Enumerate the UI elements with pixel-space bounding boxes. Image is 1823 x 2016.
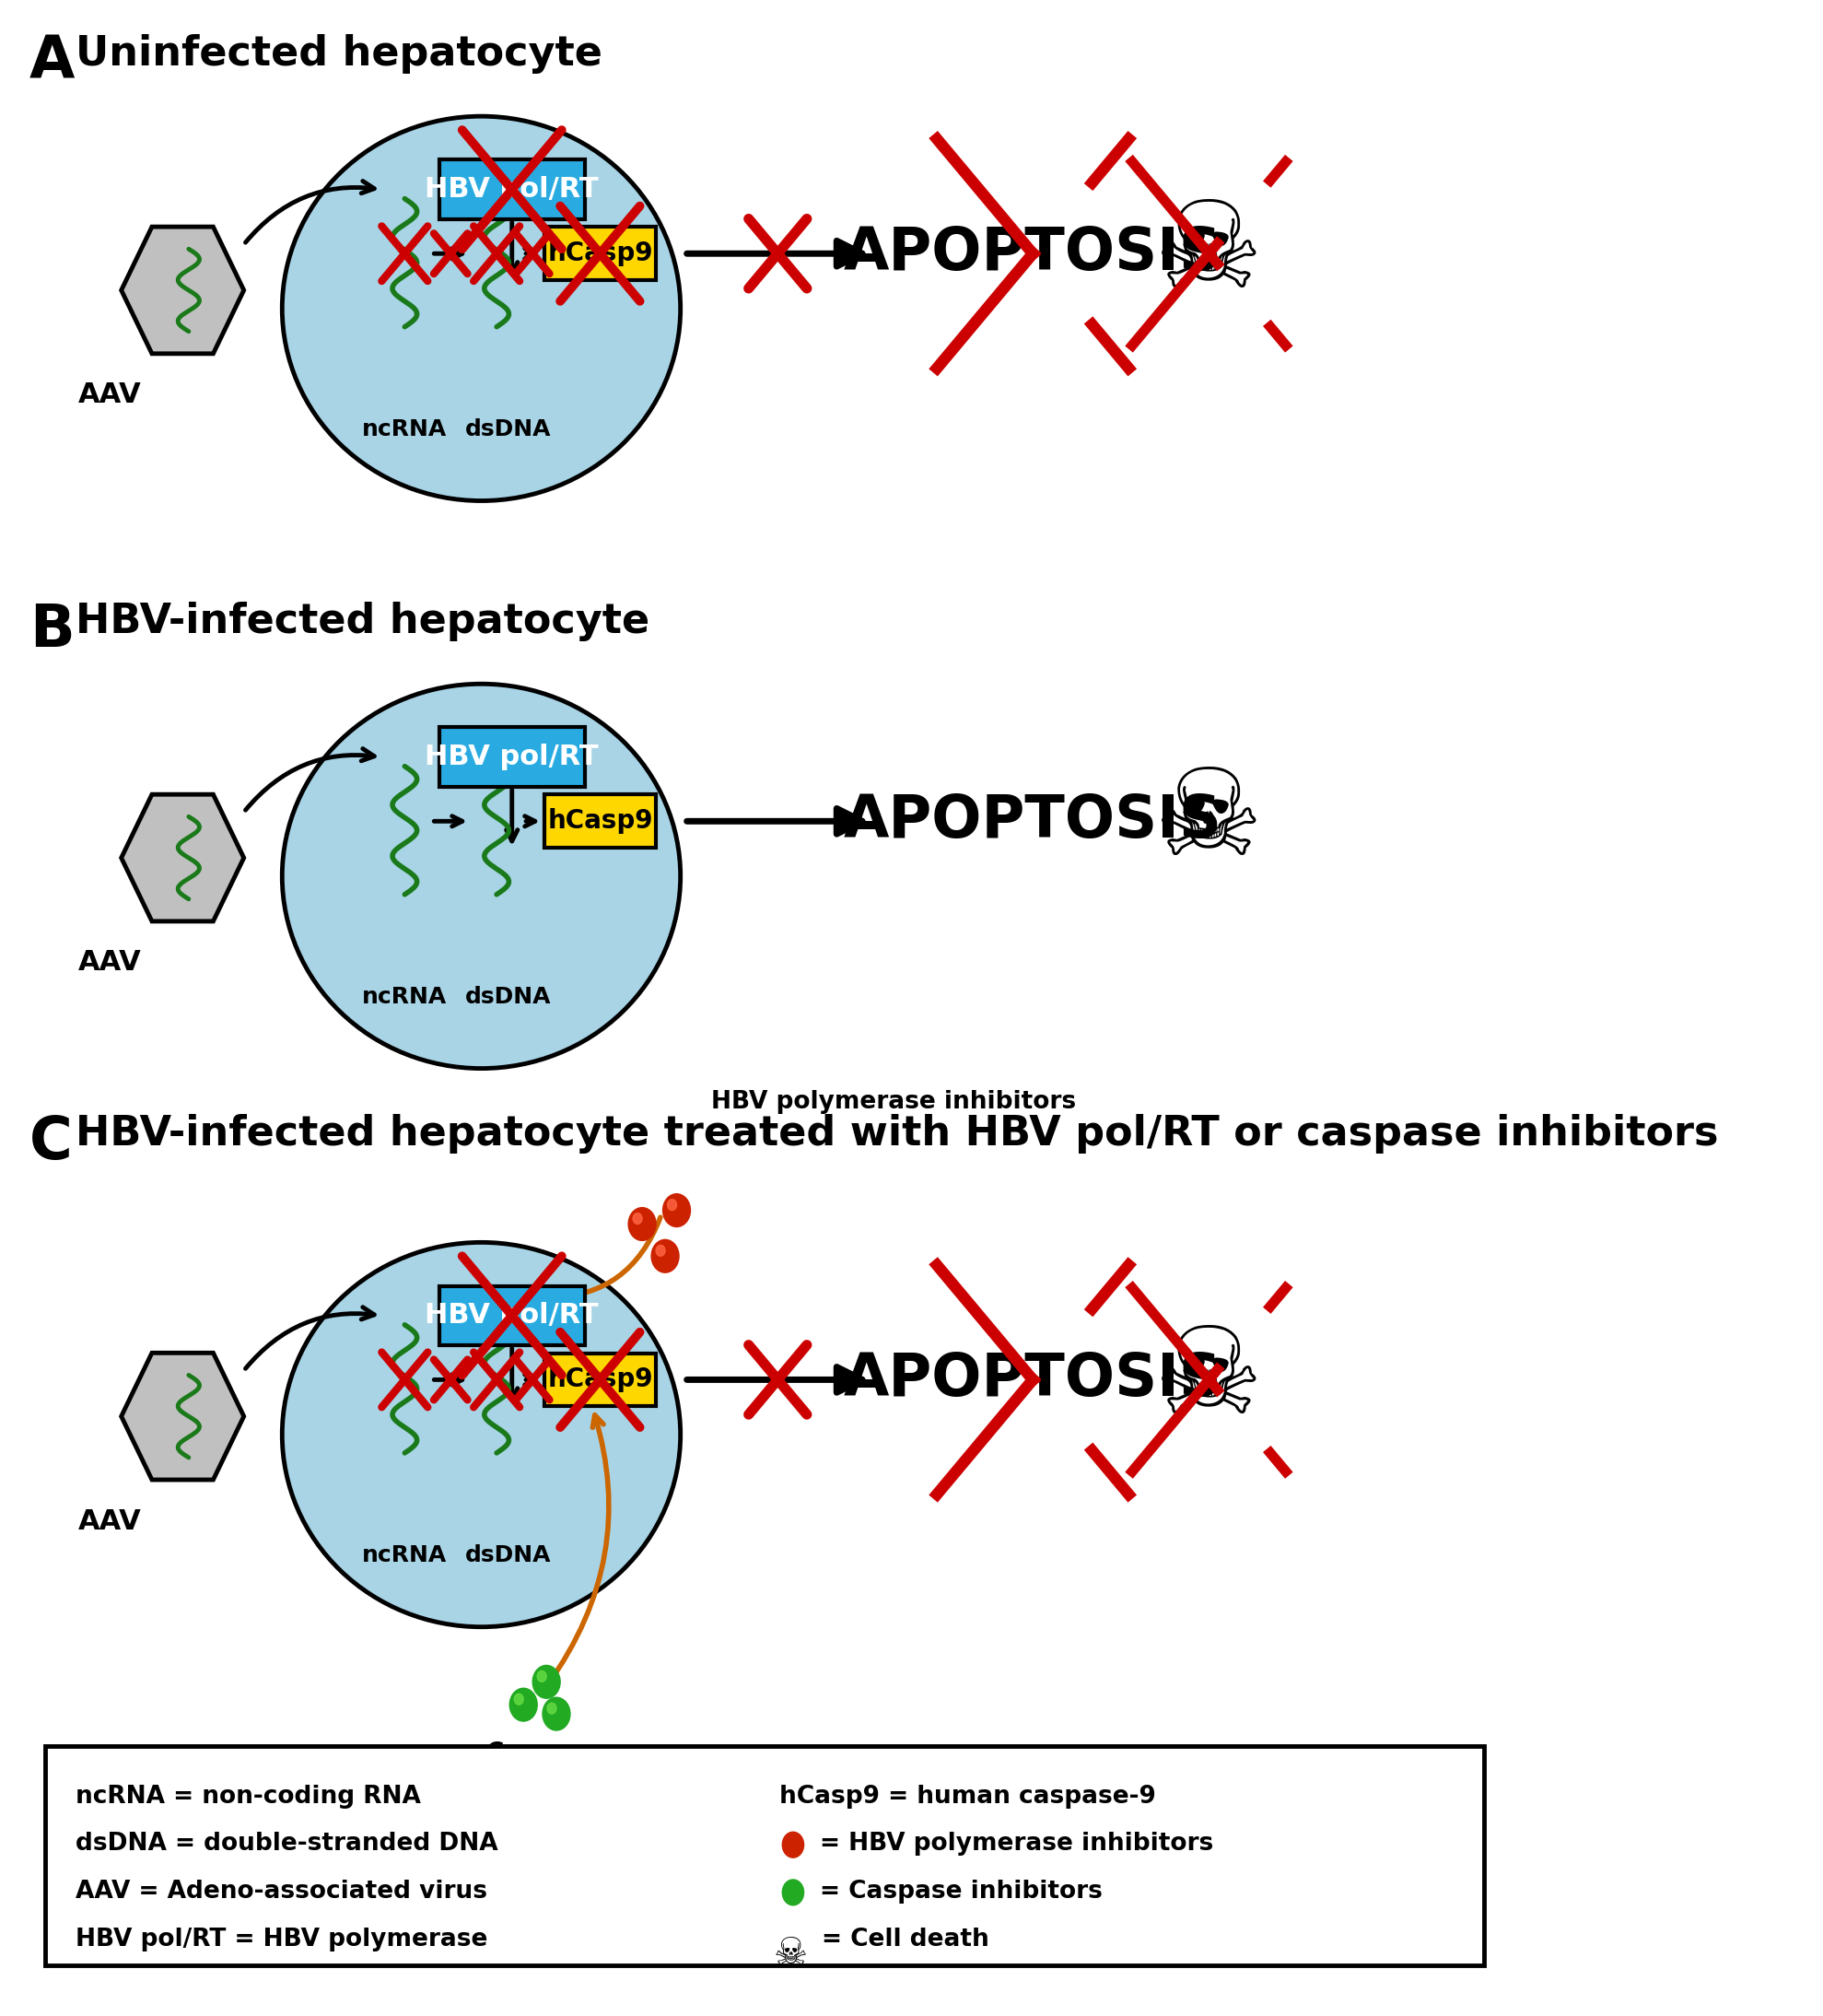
Circle shape xyxy=(543,1697,571,1730)
Text: ncRNA: ncRNA xyxy=(363,1544,447,1566)
FancyBboxPatch shape xyxy=(439,159,585,220)
Text: = Cell death: = Cell death xyxy=(822,1927,988,1951)
Circle shape xyxy=(532,1665,560,1697)
Text: dsDNA: dsDNA xyxy=(465,419,551,442)
Text: HBV polymerase inhibitors: HBV polymerase inhibitors xyxy=(711,1091,1076,1115)
FancyBboxPatch shape xyxy=(439,1286,585,1345)
Text: HBV pol/RT: HBV pol/RT xyxy=(425,744,598,770)
Circle shape xyxy=(664,1193,691,1228)
Circle shape xyxy=(547,1704,556,1714)
Circle shape xyxy=(538,1671,547,1681)
Text: Caspase
inhibitors: Caspase inhibitors xyxy=(476,1742,609,1792)
Text: ☠: ☠ xyxy=(1154,762,1263,879)
Text: A: A xyxy=(29,34,75,91)
Text: APOPTOSIS: APOPTOSIS xyxy=(844,792,1221,851)
Text: = Caspase inhibitors: = Caspase inhibitors xyxy=(820,1879,1103,1903)
Text: HBV-infected hepatocyte treated with HBV pol/RT or caspase inhibitors: HBV-infected hepatocyte treated with HBV… xyxy=(75,1115,1719,1153)
Text: AAV: AAV xyxy=(78,381,142,409)
Circle shape xyxy=(651,1240,678,1272)
Text: ☠: ☠ xyxy=(1154,196,1263,312)
Circle shape xyxy=(782,1879,804,1905)
Ellipse shape xyxy=(283,1242,680,1627)
Text: HBV pol/RT: HBV pol/RT xyxy=(425,1302,598,1329)
Text: = HBV polymerase inhibitors: = HBV polymerase inhibitors xyxy=(820,1833,1214,1857)
Text: dsDNA = double-stranded DNA: dsDNA = double-stranded DNA xyxy=(75,1833,498,1857)
Polygon shape xyxy=(122,1353,244,1480)
Text: ☠: ☠ xyxy=(773,1935,808,1974)
FancyBboxPatch shape xyxy=(545,1353,656,1407)
Circle shape xyxy=(782,1833,804,1857)
Text: AAV: AAV xyxy=(78,1508,142,1534)
Text: hCasp9: hCasp9 xyxy=(547,1367,653,1393)
Ellipse shape xyxy=(283,117,680,500)
Text: Uninfected hepatocyte: Uninfected hepatocyte xyxy=(75,34,602,73)
Circle shape xyxy=(656,1246,665,1256)
Text: hCasp9: hCasp9 xyxy=(547,808,653,835)
Polygon shape xyxy=(122,226,244,353)
Circle shape xyxy=(667,1200,676,1210)
Circle shape xyxy=(633,1214,642,1224)
Text: ☠: ☠ xyxy=(1154,1320,1263,1437)
Ellipse shape xyxy=(283,683,680,1068)
Circle shape xyxy=(510,1687,538,1722)
Text: HBV pol/RT: HBV pol/RT xyxy=(425,175,598,204)
Text: HBV pol/RT = HBV polymerase: HBV pol/RT = HBV polymerase xyxy=(75,1927,487,1951)
Text: ncRNA = non-coding RNA: ncRNA = non-coding RNA xyxy=(75,1784,421,1808)
Text: ncRNA: ncRNA xyxy=(363,419,447,442)
Text: AAV: AAV xyxy=(78,950,142,976)
FancyBboxPatch shape xyxy=(439,728,585,786)
Circle shape xyxy=(514,1693,523,1706)
Circle shape xyxy=(629,1208,656,1240)
Text: ncRNA: ncRNA xyxy=(363,986,447,1008)
FancyBboxPatch shape xyxy=(545,794,656,849)
Text: AAV = Adeno-associated virus: AAV = Adeno-associated virus xyxy=(75,1879,487,1903)
Text: dsDNA: dsDNA xyxy=(465,1544,551,1566)
FancyBboxPatch shape xyxy=(545,228,656,280)
Text: B: B xyxy=(29,601,75,659)
Polygon shape xyxy=(122,794,244,921)
Text: hCasp9 = human caspase-9: hCasp9 = human caspase-9 xyxy=(778,1784,1156,1808)
Text: APOPTOSIS: APOPTOSIS xyxy=(844,226,1221,282)
FancyBboxPatch shape xyxy=(46,1746,1484,1966)
Text: hCasp9: hCasp9 xyxy=(547,240,653,266)
Text: C: C xyxy=(29,1115,73,1171)
Text: dsDNA: dsDNA xyxy=(465,986,551,1008)
Text: HBV-infected hepatocyte: HBV-infected hepatocyte xyxy=(75,601,649,641)
Text: APOPTOSIS: APOPTOSIS xyxy=(844,1351,1221,1409)
